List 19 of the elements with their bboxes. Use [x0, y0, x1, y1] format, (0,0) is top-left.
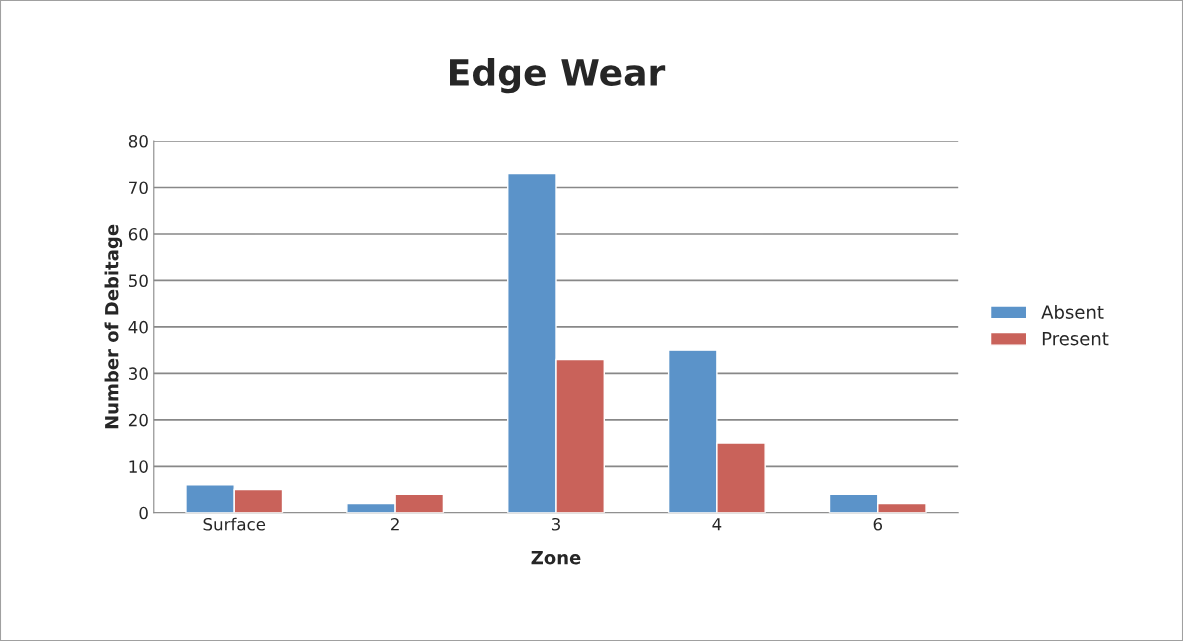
x-tick-label: 4	[712, 518, 722, 531]
x-axis-title: Zone	[531, 551, 581, 565]
y-tick-label: 20	[128, 413, 148, 427]
legend-label: Absent	[1041, 304, 1104, 319]
chart-title: Edge Wear	[450, 58, 666, 94]
y-tick-label: 60	[128, 227, 148, 241]
y-tick-label: 50	[129, 274, 148, 288]
y-tick-label: 40	[128, 320, 148, 334]
x-tick-label: 6	[873, 517, 883, 531]
y-tick-label: 0	[139, 506, 148, 520]
legend-label: Present	[1042, 331, 1109, 346]
x-tick-label: 2	[391, 517, 399, 531]
y-tick-label: 10	[129, 460, 148, 473]
y-axis-title: Number of Debitage	[104, 224, 123, 429]
x-tick-label: Surface	[203, 517, 266, 531]
x-tick-label: 3	[551, 517, 560, 531]
y-tick-label: 70	[129, 181, 148, 195]
y-tick-label: 80	[128, 134, 148, 148]
y-tick-label: 30	[128, 367, 148, 380]
